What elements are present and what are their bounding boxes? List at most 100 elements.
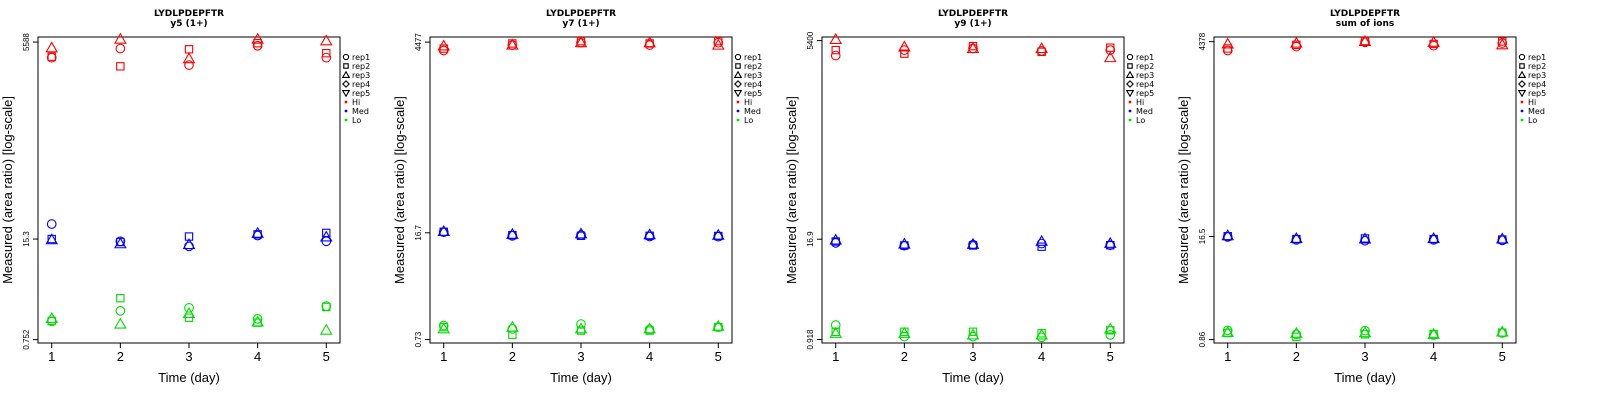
data-point [437, 39, 451, 51]
legend-dot-Hi [1128, 100, 1132, 104]
data-point [1035, 41, 1048, 54]
legend-dot-Hi [1520, 100, 1524, 104]
data-point [1290, 326, 1303, 338]
legend-marker-rep3 [1125, 70, 1135, 78]
legend-label-rep5: rep5 [1136, 89, 1154, 98]
data-point [184, 302, 194, 313]
legend-marker-rep1 [734, 53, 742, 61]
legend-marker-rep3 [341, 70, 351, 78]
data-point [714, 36, 723, 46]
data-point [711, 319, 725, 331]
plot-frame [429, 36, 733, 344]
y-tick-label: 15.3 [22, 231, 31, 247]
chart-title: LYDLPDEPFTR [1330, 9, 1400, 19]
data-point [46, 219, 57, 229]
data-point [1035, 234, 1048, 246]
data-point [45, 233, 59, 245]
legend-label-rep5: rep5 [744, 89, 762, 98]
data-point [322, 49, 331, 58]
plot-frame [821, 36, 1125, 344]
y-axis-label: Measured (area ratio) [log-scale] [0, 96, 15, 284]
data-point [252, 314, 263, 324]
legend-dot-Lo [1520, 118, 1524, 122]
legend-label-rep1: rep1 [352, 53, 370, 62]
x-tick-label: 2 [509, 349, 516, 364]
data-point [1495, 232, 1509, 244]
legend-label-rep3: rep3 [744, 71, 762, 80]
chart-subtitle: y7 (1+) [562, 19, 599, 29]
x-tick-label: 5 [323, 349, 330, 364]
data-point [251, 226, 264, 238]
data-point [574, 227, 588, 239]
y-tick-label: 0.918 [806, 329, 815, 350]
legend-marker-rep5 [1125, 90, 1135, 98]
data-point [322, 228, 331, 238]
legend-label-rep4: rep4 [1528, 80, 1546, 89]
x-axis-label: Time (day) [550, 370, 612, 385]
legend-label-Hi: Hi [1528, 98, 1536, 107]
x-tick-label: 1 [1224, 349, 1231, 364]
legend-label-Hi: Hi [352, 98, 360, 107]
plot-frame [37, 36, 341, 344]
data-point [47, 52, 56, 61]
legend-dot-Hi [344, 100, 348, 104]
y-tick-label: 4378 [1198, 32, 1207, 50]
data-point [1037, 47, 1046, 57]
legend-marker-rep4 [342, 80, 350, 88]
legend-dot-Med [736, 109, 740, 113]
data-point [574, 36, 588, 48]
legend-label-Med: Med [744, 107, 761, 116]
data-point [643, 228, 656, 240]
data-point [898, 237, 911, 249]
data-point [321, 52, 332, 63]
x-tick-label: 3 [1361, 349, 1368, 364]
legend-marker-rep4 [734, 80, 742, 88]
legend-label-rep1: rep1 [1136, 53, 1154, 62]
data-point [507, 323, 518, 334]
x-tick-label: 3 [969, 349, 976, 364]
legend-marker-rep4 [1518, 80, 1526, 88]
y-tick-label: 16.9 [806, 231, 815, 247]
data-point [439, 44, 448, 53]
legend-marker-rep4 [1126, 80, 1134, 88]
chart-title: LYDLPDEPFTR [154, 9, 224, 19]
data-point [182, 306, 196, 318]
legend-label-rep3: rep3 [1136, 71, 1154, 80]
y-tick-label: 16.5 [1198, 228, 1207, 244]
legend-label-rep2: rep2 [1528, 62, 1546, 71]
data-point [1498, 37, 1507, 46]
chart-subtitle: y9 (1+) [954, 19, 991, 29]
legend-label-rep4: rep4 [1136, 80, 1154, 89]
data-point [1427, 231, 1440, 244]
y-tick-label: 5400 [806, 31, 815, 49]
data-point [115, 306, 126, 316]
x-tick-label: 4 [1430, 349, 1437, 364]
legend-marker-rep2 [343, 63, 349, 69]
data-point [1360, 234, 1370, 243]
data-point [114, 32, 127, 44]
legend-label-rep5: rep5 [352, 89, 370, 98]
legend-label-rep4: rep4 [744, 80, 762, 89]
legend-dot-Med [344, 109, 348, 113]
legend-dot-Lo [344, 118, 348, 122]
x-tick-label: 3 [185, 349, 192, 364]
data-point [437, 224, 451, 236]
legend-label-rep3: rep3 [1528, 71, 1546, 80]
data-point [1427, 35, 1440, 47]
x-tick-label: 5 [1107, 349, 1114, 364]
chart-subtitle: y5 (1+) [170, 19, 207, 29]
legend-label-rep1: rep1 [744, 53, 762, 62]
legend-label-rep2: rep2 [744, 62, 762, 71]
data-point [1428, 40, 1439, 51]
legend-dot-Hi [736, 100, 740, 104]
y-tick-label: 0.752 [22, 329, 31, 350]
data-point [968, 331, 978, 342]
data-point [966, 237, 980, 249]
data-point [1105, 330, 1116, 340]
data-point [506, 227, 519, 239]
plot-frame [1213, 36, 1517, 344]
legend-marker-rep2 [1519, 63, 1525, 69]
data-point [438, 320, 449, 331]
